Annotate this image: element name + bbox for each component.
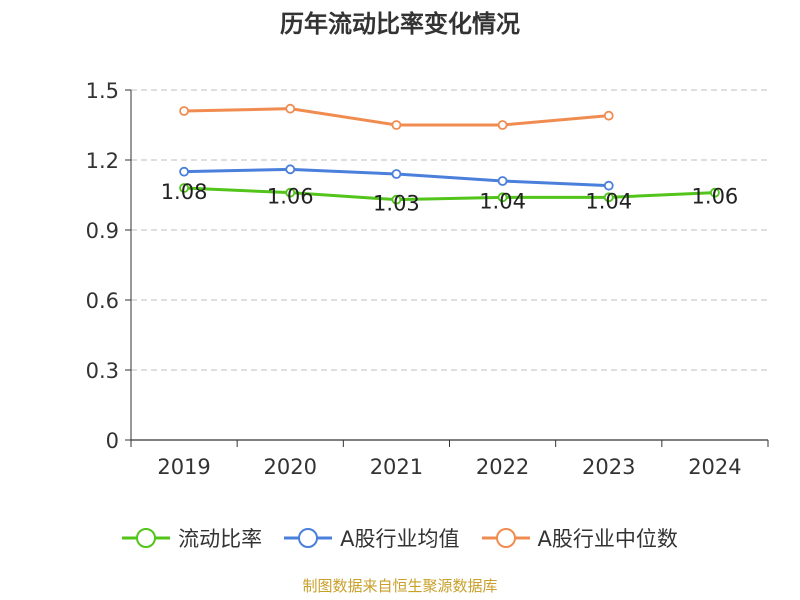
chart-title: 历年流动比率变化情况 <box>280 10 520 38</box>
y-tick-label: 0.3 <box>86 359 119 383</box>
data-point[interactable] <box>603 180 614 191</box>
data-point[interactable] <box>391 194 402 205</box>
legend-marker-icon <box>481 528 530 548</box>
data-point[interactable] <box>179 166 189 177</box>
data-point[interactable] <box>179 183 189 193</box>
data-point[interactable] <box>497 176 508 186</box>
data-point[interactable] <box>497 120 508 130</box>
y-tick-label: 1.5 <box>86 79 119 103</box>
data-label: 1.04 <box>479 189 526 213</box>
data-labels: 1.08 1.06 1.03 1.04 1.04 1.06 <box>161 180 739 216</box>
legend-label: A股行业均值 <box>340 527 460 551</box>
data-point[interactable] <box>391 120 402 130</box>
data-point[interactable] <box>285 164 296 175</box>
y-tick-label: 0.9 <box>86 219 119 243</box>
axes: 0 0.3 0.6 0.9 1.2 1.5 2019 2020 2021 2022 2023 2024 <box>86 79 769 479</box>
legend-item[interactable]: 流动比率 <box>122 523 262 553</box>
series-line <box>184 186 715 202</box>
legend: 流动比率 A股行业均值 A股行业中位数 <box>0 518 800 558</box>
series-lines <box>179 103 720 205</box>
data-point[interactable] <box>285 103 296 114</box>
legend-item[interactable]: A股行业均值 <box>284 523 460 553</box>
x-tick-label: 2021 <box>370 455 423 479</box>
source-note: 制图数据来自恒生聚源数据库 <box>302 577 498 595</box>
data-point[interactable] <box>285 187 296 198</box>
x-tick-label: 2023 <box>582 455 635 479</box>
data-point[interactable] <box>391 169 402 179</box>
data-point[interactable] <box>497 192 508 203</box>
y-tick-label: 1.2 <box>86 149 119 173</box>
legend-item[interactable]: A股行业中位数 <box>481 523 678 553</box>
data-point[interactable] <box>603 192 614 203</box>
data-label: 1.03 <box>373 192 420 216</box>
y-tick-label: 0 <box>106 429 119 453</box>
data-label: 1.08 <box>161 180 208 204</box>
data-label: 1.06 <box>692 185 739 209</box>
legend-marker-icon <box>122 528 171 548</box>
x-tick-label: 2019 <box>157 455 210 479</box>
data-point[interactable] <box>603 110 614 121</box>
y-tick-label: 0.6 <box>86 289 119 313</box>
x-tick-label: 2022 <box>476 455 529 479</box>
data-label: 1.04 <box>585 189 632 213</box>
legend-label: 流动比率 <box>178 527 263 551</box>
x-tick-label: 2020 <box>264 455 317 479</box>
data-point[interactable] <box>710 187 720 198</box>
x-tick-label: 2024 <box>688 455 741 479</box>
data-label: 1.06 <box>267 185 314 209</box>
legend-label: A股行业中位数 <box>537 527 678 551</box>
grid-lines <box>131 89 768 371</box>
data-point[interactable] <box>179 106 189 116</box>
legend-marker-icon <box>284 528 333 548</box>
